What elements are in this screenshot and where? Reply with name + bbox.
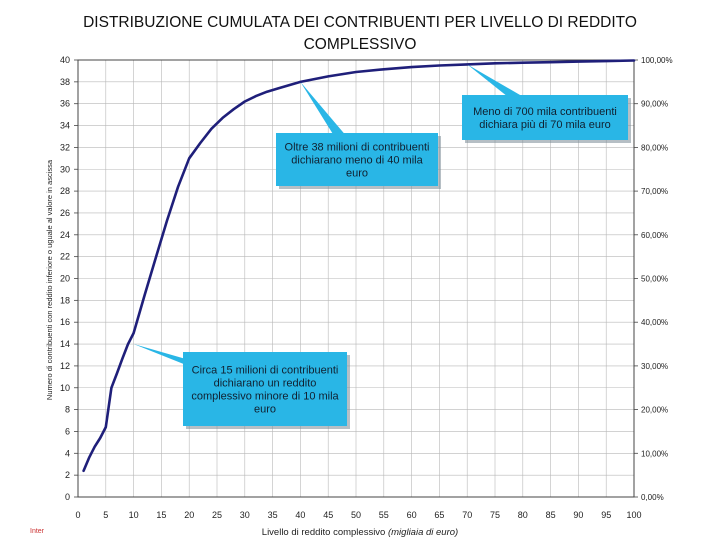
y2-tick-label: 70,00% (641, 187, 668, 196)
callout: Circa 15 milioni di contribuenti dichiara… (133, 344, 350, 429)
footer-text: Inter (30, 528, 45, 535)
callout-text-line: dichiarano meno di 40 mila (291, 155, 423, 167)
callout: Oltre 38 milioni di contribuenti dichiara… (276, 81, 441, 189)
callout: Meno di 700 mila contribuenti dichiara pi… (462, 64, 631, 143)
y2-tick-label: 20,00% (641, 406, 668, 415)
y-tick-label: 8 (65, 405, 70, 415)
x-tick-label: 60 (407, 510, 417, 520)
x-tick-label: 50 (351, 510, 361, 520)
y2-tick-label: 60,00% (641, 231, 668, 240)
x-tick-label: 75 (490, 510, 500, 520)
callout-text-line: Meno di 700 mila contribuenti (473, 106, 617, 118)
x-tick-label: 20 (184, 510, 194, 520)
y-tick-label: 38 (60, 77, 70, 87)
x-tick-label: 95 (601, 510, 611, 520)
callout-text: Oltre 38 milioni di contribuenti dichiara… (285, 142, 430, 180)
x-axis-label-unit: (migliaia di euro) (388, 527, 458, 538)
callout-box (183, 352, 347, 426)
y-tick-label: 22 (60, 252, 70, 262)
y2-tick-label: 50,00% (641, 275, 668, 284)
y-tick-label: 30 (60, 164, 70, 174)
x-tick-label: 70 (462, 510, 472, 520)
y-tick-label: 26 (60, 208, 70, 218)
x-tick-label: 85 (546, 510, 556, 520)
callout-text-line: complessivo minore di 10 mila (191, 391, 339, 403)
y-tick-label: 14 (60, 339, 70, 349)
y2-tick-label: 100,00% (641, 56, 673, 65)
x-tick-label: 15 (156, 510, 166, 520)
callout-text: Meno di 700 mila contribuenti dichiara pi… (473, 106, 617, 131)
x-tick-label: 90 (573, 510, 583, 520)
y2-tick-label: 0,00% (641, 493, 664, 502)
x-tick-label: 55 (379, 510, 389, 520)
y-tick-label: 28 (60, 186, 70, 196)
y-tick-label: 10 (60, 383, 70, 393)
callout-text: Circa 15 milioni di contribuenti dichiara… (191, 365, 339, 416)
x-tick-label: 35 (268, 510, 278, 520)
series-line (82, 59, 636, 473)
x-tick-label: 5 (103, 510, 108, 520)
y2-tick-label: 80,00% (641, 143, 668, 152)
callout-text-line: dichiara più di 70 mila euro (479, 119, 610, 131)
x-tick-label: 100 (626, 510, 641, 520)
x-tick-label: 40 (295, 510, 305, 520)
y-tick-label: 4 (65, 448, 70, 458)
callout-text-line: euro (254, 404, 276, 416)
y-tick-label: 2 (65, 470, 70, 480)
callout-text-line: Oltre 38 milioni di contribuenti (285, 142, 430, 154)
x-tick-label: 0 (75, 510, 80, 520)
y-axis-label: Numero di contribuenti con reddito infer… (45, 159, 54, 400)
y-tick-label: 12 (60, 361, 70, 371)
x-axis-label: Livello di reddito complessivo (migliaia… (262, 527, 458, 538)
callout-text-line: euro (346, 168, 368, 180)
y-tick-label: 18 (60, 295, 70, 305)
tick-labels: 0 5 10 15 20 25 30 35 40 45 50 55 60 65 70 75 80 85 90 95 10… (60, 55, 673, 520)
y2-tick-label: 40,00% (641, 318, 668, 327)
x-axis-label-main: Livello di reddito complessivo (262, 527, 388, 538)
series-layer (82, 59, 636, 473)
chart-title-line2: COMPLESSIVO (303, 36, 417, 53)
chart-title: DISTRIBUZIONE CUMULATA DEI CONTRIBUENTI … (0, 12, 720, 56)
chart-title-line1: DISTRIBUZIONE CUMULATA DEI CONTRIBUENTI … (83, 14, 637, 31)
y-tick-label: 34 (60, 121, 70, 131)
callout-layer: Meno di 700 mila contribuenti dichiara pi… (133, 64, 631, 429)
callout-box (462, 95, 628, 140)
y-tick-label: 16 (60, 317, 70, 327)
callout-text-line: Circa 15 milioni di contribuenti (192, 365, 339, 377)
x-tick-label: 80 (518, 510, 528, 520)
x-tick-label: 30 (240, 510, 250, 520)
y-tick-label: 36 (60, 99, 70, 109)
callout-text-line: dichiarano un reddito (214, 378, 317, 390)
x-tick-label: 10 (129, 510, 139, 520)
y-tick-label: 40 (60, 55, 70, 65)
y-tick-label: 20 (60, 274, 70, 284)
y-tick-label: 0 (65, 492, 70, 502)
y-tick-label: 32 (60, 142, 70, 152)
callout-box (276, 133, 438, 186)
x-tick-label: 25 (212, 510, 222, 520)
x-tick-label: 65 (434, 510, 444, 520)
x-tick-label: 45 (323, 510, 333, 520)
y-tick-label: 6 (65, 426, 70, 436)
y-tick-label: 24 (60, 230, 70, 240)
y2-tick-label: 10,00% (641, 449, 668, 458)
y2-tick-label: 90,00% (641, 100, 668, 109)
y2-tick-label: 30,00% (641, 362, 668, 371)
